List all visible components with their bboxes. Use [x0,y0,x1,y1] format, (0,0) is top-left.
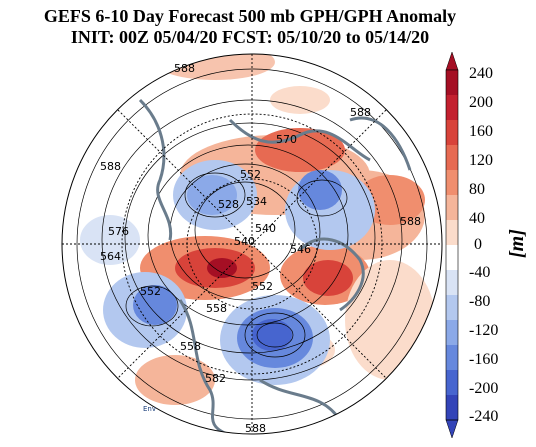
contour-label: 534 [246,195,267,208]
colorbar-tick: -200 [469,380,499,397]
coastlines [138,98,412,434]
contour-label: 558 [180,340,201,353]
contour-label: 552 [252,280,273,293]
contour-label: 552 [140,285,161,298]
title-line-2: INIT: 00Z 05/04/20 FCST: 05/10/20 to 05/… [70,27,430,47]
colorbar-tick: -120 [469,322,499,339]
contour-label: 528 [218,198,239,211]
contour-label: 558 [206,302,227,315]
contour-label: 564 [100,250,121,263]
contour-label: 588 [245,422,266,435]
colorbar-band [446,270,458,296]
colorbar-band [446,370,458,396]
negative-anomaly-shading [80,160,375,385]
colorbar-band [446,395,458,421]
colorbar-band [446,320,458,346]
contour-label: 546 [290,243,311,256]
contour-labels: 588 588 570 552 534 528 540 546 558 588 … [100,62,421,435]
contour-label: 552 [240,168,261,181]
contour-label: 588 [100,160,121,173]
colorbar-band [446,145,458,171]
map-boundary [61,53,443,435]
colorbar-band [446,245,458,271]
colorbar-tick: -80 [469,293,491,310]
colorbar-tick: -40 [469,264,491,281]
colorbar-band [446,95,458,121]
contour-label: 540 [255,222,276,235]
colorbar-band [446,170,458,196]
colorbar-units: [m] [506,229,528,258]
colorbar-tick: -160 [469,351,499,368]
graticule [62,54,442,434]
contour-label: 576 [108,225,129,238]
colorbar-band [446,345,458,371]
colorbar-band [446,220,458,246]
colorbar-band [446,295,458,321]
colorbar-band [446,70,458,96]
colorbar-band [446,195,458,221]
colorbar-tick: 160 [469,123,493,140]
colorbar-tick: 200 [469,94,493,111]
colorbar-tick: 120 [469,152,493,169]
colorbar-tick: 80 [469,181,485,198]
title-line-1: GEFS 6-10 Day Forecast 500 mb GPH/GPH An… [43,6,457,26]
contour-label: 540 [234,235,255,248]
colorbar-tick: 0 [474,236,482,253]
contour-label: 570 [276,133,297,146]
contour-label: 588 [350,106,371,119]
colorbar-tick: -240 [469,408,499,425]
colorbar [445,51,459,439]
colorbar-band [446,120,458,146]
colorbar-tick: 240 [469,65,493,82]
contour-label: 588 [400,215,421,228]
colorbar-tick: 40 [469,210,485,227]
contour-label: 582 [205,372,226,385]
contour-label: 588 [174,62,195,75]
figure-title: GEFS 6-10 Day Forecast 500 mb GPH/GPH An… [0,6,500,48]
logo-text: Env [143,405,157,413]
